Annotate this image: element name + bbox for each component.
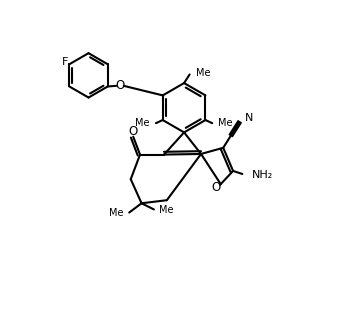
Text: Me: Me xyxy=(218,118,233,128)
Text: F: F xyxy=(62,57,68,67)
Text: Me: Me xyxy=(109,208,124,218)
Text: NH₂: NH₂ xyxy=(252,170,273,180)
Text: Me: Me xyxy=(159,205,174,215)
Text: N: N xyxy=(245,113,253,123)
Text: O: O xyxy=(212,181,221,194)
Text: O: O xyxy=(115,79,125,92)
Text: Me: Me xyxy=(197,68,211,78)
Text: O: O xyxy=(128,125,137,138)
Text: Me: Me xyxy=(135,118,150,128)
